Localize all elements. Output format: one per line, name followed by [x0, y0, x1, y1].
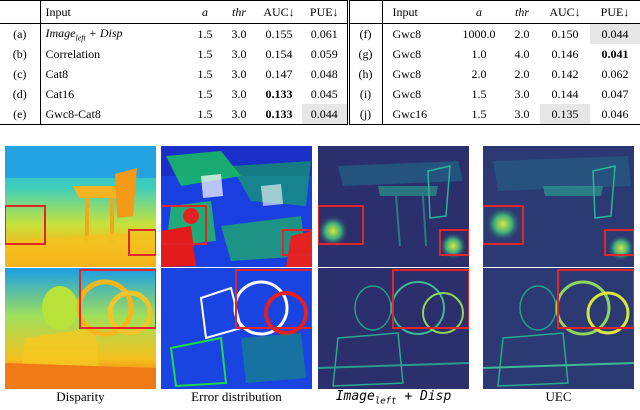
header-id-right: [346, 0, 382, 24]
row-auc: 0.133: [265, 86, 293, 101]
table-row: (e) Gwc8-Cat8 1.5 3.0 0.133 0.044 (j) Gw…: [0, 104, 640, 125]
row-auc: 0.135: [540, 104, 590, 125]
row-a: 1000.0: [462, 26, 496, 41]
row-pue: 0.061: [310, 26, 338, 41]
row-auc: 0.147: [265, 66, 293, 81]
row-auc: 0.154: [265, 46, 293, 61]
disparity-panel-top: [5, 146, 156, 267]
row-input: Gwc16: [381, 104, 454, 125]
row-thr: 3.0: [231, 66, 247, 81]
row-input: Gwc8: [381, 44, 454, 64]
caption-uec: UEC: [545, 389, 572, 404]
row-pue: 0.044: [590, 23, 640, 44]
header-input-left: Input: [39, 0, 188, 24]
row-input: Gwc8: [381, 64, 454, 84]
row-id: (b): [12, 46, 27, 61]
row-id: (a): [13, 26, 27, 41]
disparity-panel-bottom: [5, 268, 156, 389]
row-auc: 0.144: [551, 86, 579, 101]
row-pue: 0.045: [310, 86, 338, 101]
row-thr: 3.0: [222, 104, 256, 125]
header-pue-left: PUE↓: [302, 0, 348, 24]
row-input: Gwc8: [381, 84, 454, 104]
row-a: 1.5: [454, 104, 504, 125]
table-row: (a) Imageleft + Disp 1.5 3.0 0.155 0.061…: [0, 23, 640, 44]
row-id: (e): [0, 104, 40, 125]
row-auc: 0.146: [551, 46, 579, 61]
image-disp-panel-bottom: [318, 268, 469, 389]
row-pue: 0.062: [601, 66, 629, 81]
row-pue: 0.047: [601, 86, 629, 101]
row-a: 1.5: [197, 86, 213, 101]
row-pue: 0.048: [310, 66, 338, 81]
results-table: Input a thr AUC↓ PUE↓ Input a thr AUC↓ P…: [0, 0, 640, 125]
header-auc-right: AUC↓: [540, 0, 590, 24]
row-input: Cat16: [39, 84, 188, 104]
row-thr: 4.0: [514, 46, 530, 61]
row-thr: 2.0: [514, 66, 530, 81]
row-thr: 3.0: [514, 86, 530, 101]
error-panel-top: [161, 146, 312, 267]
row-auc: 0.150: [551, 26, 579, 41]
row-thr: 3.0: [231, 86, 247, 101]
table-header-row: Input a thr AUC↓ PUE↓ Input a thr AUC↓ P…: [0, 0, 640, 24]
header-thr-left: thr: [222, 0, 256, 24]
header-thr-right: thr: [504, 0, 540, 24]
row-pue: 0.041: [601, 46, 629, 61]
row-id: (i): [346, 84, 382, 104]
row-id: (h): [346, 64, 382, 84]
row-thr: 2.0: [514, 26, 530, 41]
uec-panel-top: [483, 146, 634, 267]
header-id-left: [0, 0, 40, 24]
row-input: Cat8: [39, 64, 188, 84]
header-a-right: a: [454, 0, 504, 24]
row-id: (j): [346, 104, 382, 125]
table-row: (d) Cat16 1.5 3.0 0.133 0.045 (i) Gwc8 1…: [0, 84, 640, 104]
row-a: 1.5: [471, 86, 487, 101]
row-thr: 3.0: [504, 104, 540, 125]
row-pue: 0.044: [302, 104, 348, 125]
header-pue-right: PUE↓: [590, 0, 640, 24]
row-a: 1.0: [471, 46, 487, 61]
row-id: (d): [12, 86, 27, 101]
row-id: (c): [13, 66, 27, 81]
caption-image-disp: Imageleft + Disp: [335, 389, 452, 407]
header-input-right: Input: [381, 0, 454, 24]
row-thr: 3.0: [231, 26, 247, 41]
image-disp-panel-top: [318, 146, 469, 267]
error-panel-bottom: [161, 268, 312, 389]
row-auc: 0.142: [551, 66, 579, 81]
table-row: (b) Correlation 1.5 3.0 0.154 0.059 (g) …: [0, 44, 640, 64]
caption-disparity: Disparity: [56, 389, 105, 404]
row-pue: 0.059: [310, 46, 338, 61]
row-id: (f): [346, 23, 382, 44]
row-input: Correlation: [39, 44, 188, 64]
row-a: 1.5: [197, 46, 213, 61]
header-a-left: a: [188, 0, 222, 24]
row-auc: 0.133: [256, 104, 302, 125]
row-input: Gwc8: [381, 23, 454, 44]
row-a: 2.0: [471, 66, 487, 81]
header-auc-left: AUC↓: [256, 0, 302, 24]
row-auc: 0.155: [265, 26, 293, 41]
row-input: Imageleft + Disp: [39, 23, 188, 44]
table-row: (c) Cat8 1.5 3.0 0.147 0.048 (h) Gwc8 2.…: [0, 64, 640, 84]
row-a: 1.5: [197, 66, 213, 81]
row-pue: 0.046: [590, 104, 640, 125]
row-input: Gwc8-Cat8: [39, 104, 188, 125]
uec-panel-bottom: [483, 268, 634, 389]
row-thr: 3.0: [231, 46, 247, 61]
row-a: 1.5: [188, 104, 222, 125]
image-left-math: Imageleft + Disp: [45, 25, 123, 43]
row-a: 1.5: [197, 26, 213, 41]
row-id: (g): [346, 44, 382, 64]
caption-error-distribution: Error distribution: [191, 389, 282, 404]
